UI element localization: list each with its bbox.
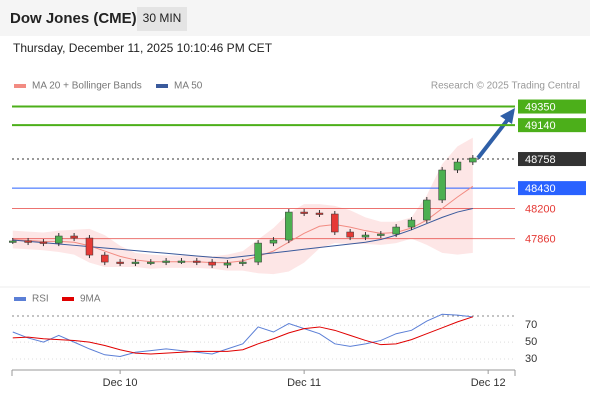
candle: [24, 240, 32, 243]
y-tick-label: 70: [525, 319, 537, 331]
candle: [239, 261, 247, 264]
candle: [208, 261, 216, 266]
level-label: 49140: [525, 120, 556, 132]
candle: [453, 161, 462, 171]
candle: [254, 242, 262, 263]
title: Dow Jones (CME): [10, 10, 137, 27]
bollinger-band: [12, 137, 473, 275]
candle: [361, 234, 370, 238]
candle: [392, 226, 400, 235]
timestamp: Thursday, December 11, 2025 10:10:46 PM …: [13, 41, 273, 55]
header-bar: [0, 0, 590, 36]
level-label: 49350: [525, 101, 556, 113]
candle: [469, 157, 477, 163]
candle: [162, 260, 170, 263]
candle: [70, 235, 78, 239]
legend-swatch: [156, 84, 168, 88]
x-tick-label: Dec 12: [471, 377, 506, 389]
candle: [423, 199, 431, 221]
legend-swatch: [14, 84, 26, 88]
candle: [177, 260, 186, 263]
candle: [101, 254, 109, 263]
credit: Research © 2025 Trading Central: [431, 81, 580, 92]
level-box: [518, 181, 586, 196]
candle: [331, 213, 339, 233]
level-label: 48200: [525, 203, 556, 215]
candle: [9, 240, 17, 243]
level-box: [518, 152, 586, 167]
y-tick-label: 50: [525, 336, 537, 348]
candle: [269, 239, 278, 244]
legend-swatch: [14, 297, 26, 301]
candle: [223, 262, 232, 266]
candle: [55, 235, 63, 244]
candle: [193, 260, 201, 263]
candle: [85, 237, 94, 256]
rsi-line: [12, 316, 473, 355]
legend-label: RSI: [32, 294, 49, 305]
level-label: 47860: [525, 234, 556, 246]
candle: [315, 212, 324, 215]
legend-label: MA 50: [174, 81, 203, 92]
candle: [147, 261, 155, 264]
x-tick-label: Dec 11: [287, 377, 321, 389]
x-tick-label: Dec 10: [103, 377, 138, 389]
level-label: 48758: [525, 154, 556, 166]
legend-swatch: [62, 297, 74, 301]
forecast-arrow: [476, 116, 511, 160]
candle: [346, 231, 354, 238]
candle: [377, 233, 385, 236]
arrow-head: [500, 108, 515, 124]
level-label: 48430: [525, 183, 556, 195]
level-box: [518, 99, 586, 114]
candle: [438, 169, 446, 201]
interval-button[interactable]: [137, 7, 187, 31]
y-tick-label: 30: [525, 353, 537, 365]
legend-label: MA 20 + Bollinger Bands: [32, 81, 142, 92]
candle: [131, 261, 140, 264]
candle: [300, 211, 308, 214]
interval[interactable]: 30 MIN: [143, 11, 182, 25]
candle: [116, 261, 124, 264]
candle: [285, 211, 293, 241]
candle: [407, 219, 416, 228]
rsi-line: [12, 313, 473, 358]
legend-label: 9MA: [80, 294, 101, 305]
candle: [39, 241, 48, 244]
level-box: [518, 118, 586, 133]
